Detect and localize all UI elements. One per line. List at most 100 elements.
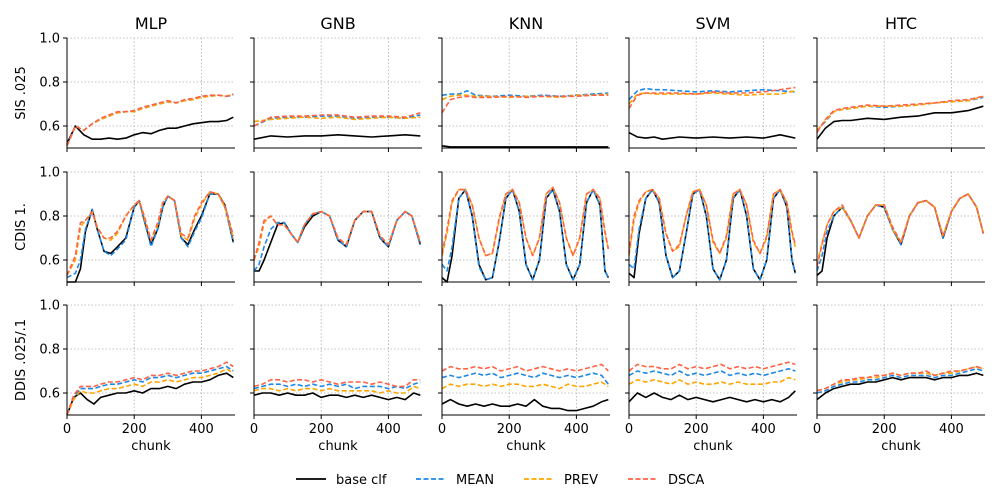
column-title: GNB — [320, 14, 355, 33]
legend-label: PREV — [564, 473, 598, 488]
series-line-prev — [628, 376, 796, 386]
panel-svm-2: 0 200 400 chunk — [625, 304, 797, 454]
row-label: DDIS .025/.1 — [14, 319, 29, 401]
series-line-base-clf — [67, 193, 235, 283]
y-tick-label: 0.8 — [39, 76, 60, 91]
series-line-dsca — [441, 186, 610, 257]
y-tick-label: 0.6 — [39, 254, 60, 269]
panel-knn-2: 0 200 400 chunk — [438, 304, 610, 454]
column-title: KNN — [509, 14, 543, 33]
series-line-mean — [628, 87, 796, 101]
x-axis-label: chunk — [693, 439, 733, 454]
legend-label: DSCA — [668, 473, 704, 488]
series-line-prev — [253, 116, 421, 123]
series-line-base-clf — [253, 134, 421, 140]
column-title: HTC — [885, 14, 917, 33]
panel-gnb-1 — [250, 171, 422, 286]
series-line-dsca — [253, 378, 421, 388]
series-line-prev — [66, 93, 234, 147]
series-line-dsca — [816, 365, 984, 392]
x-axis-label: chunk — [881, 439, 921, 454]
series-line-dsca — [441, 363, 609, 372]
series-line-mean — [253, 210, 422, 272]
panel-knn-1 — [438, 171, 610, 286]
x-tick-label: 0 — [625, 422, 633, 437]
series-line-dsca — [66, 93, 234, 147]
x-tick-label: 0 — [438, 422, 446, 437]
series-line-base-clf — [628, 390, 796, 403]
x-tick-label: 200 — [872, 422, 897, 437]
x-tick-label: 0 — [813, 422, 821, 437]
y-tick-label: 0.8 — [39, 210, 60, 225]
y-tick-label: 0.8 — [39, 343, 60, 358]
x-tick-label: 400 — [939, 422, 964, 437]
series-line-dsca — [628, 361, 796, 372]
y-tick-label: 0.6 — [39, 387, 60, 402]
series-line-base-clf — [254, 210, 422, 272]
x-tick-label: 0 — [250, 422, 258, 437]
legend-label: base clf — [336, 473, 387, 488]
series-line-prev — [66, 191, 235, 276]
series-line-base-clf — [816, 372, 984, 401]
x-axis-label: chunk — [506, 439, 546, 454]
legend: base clf MEAN PREV DSCA — [296, 473, 704, 488]
y-tick-label: 1.0 — [39, 299, 60, 314]
series-line-prev — [441, 93, 609, 101]
panel-htc-0: HTC — [813, 14, 985, 152]
series-line-base-clf — [628, 131, 796, 140]
series-line-prev — [253, 385, 421, 394]
series-line-mean — [253, 114, 421, 127]
series-line-dsca — [816, 193, 985, 267]
series-line-prev — [816, 95, 984, 131]
x-tick-label: 200 — [309, 422, 334, 437]
row-label: SIS .025 — [14, 66, 29, 119]
series-line-dsca — [816, 95, 984, 134]
x-tick-label: 400 — [564, 422, 589, 437]
series-line-prev — [628, 90, 796, 105]
y-tick-label: 1.0 — [39, 166, 60, 181]
series-line-base-clf — [253, 392, 421, 401]
x-tick-label: 200 — [684, 422, 709, 437]
series-line-dsca — [66, 361, 234, 416]
series-line-prev — [441, 381, 609, 390]
series-line-base-clf — [816, 105, 984, 140]
series-line-dsca — [441, 94, 609, 114]
series-line-mean — [628, 367, 796, 377]
series-line-mean — [66, 365, 234, 416]
panel-mlp-0: 0.6 0.8 1.0 MLP SIS .025 — [14, 14, 235, 152]
x-tick-label: 400 — [751, 422, 776, 437]
x-axis-label: chunk — [131, 439, 171, 454]
series-line-mean — [253, 381, 421, 390]
x-tick-label: 200 — [497, 422, 522, 437]
x-tick-label: 0 — [63, 422, 71, 437]
series-line-base-clf — [441, 398, 609, 412]
series-line-mean — [441, 188, 610, 281]
series-line-mean — [816, 96, 984, 131]
panel-svm-0: SVM — [625, 14, 797, 152]
panel-htc-2: 0 200 400 chunk — [813, 304, 985, 454]
series-line-dsca — [628, 188, 797, 255]
row-label: CDIS 1. — [14, 203, 29, 251]
series-line-dsca — [66, 191, 235, 276]
series-line-dsca — [628, 86, 796, 109]
x-tick-label: 400 — [376, 422, 401, 437]
series-line-mean — [441, 372, 609, 385]
column-title: SVM — [696, 14, 731, 33]
y-tick-label: 1.0 — [39, 32, 60, 47]
panel-gnb-2: 0 200 400 chunk — [250, 304, 422, 454]
x-tick-label: 200 — [122, 422, 147, 437]
series-line-base-clf — [441, 145, 609, 148]
series-line-base-clf — [66, 116, 234, 144]
panel-mlp-1: 0.6 0.8 1.0 CDIS 1. — [14, 166, 235, 286]
series-line-prev — [816, 193, 985, 265]
y-tick-label: 0.6 — [39, 120, 60, 135]
legend-label: MEAN — [456, 473, 494, 488]
series-line-mean — [816, 367, 984, 394]
x-axis-label: chunk — [318, 439, 358, 454]
series-line-dsca — [253, 112, 421, 127]
panel-svm-1 — [625, 171, 797, 286]
column-title: MLP — [135, 14, 168, 33]
panel-knn-0: KNN — [438, 14, 610, 152]
series-line-base-clf — [66, 372, 234, 416]
